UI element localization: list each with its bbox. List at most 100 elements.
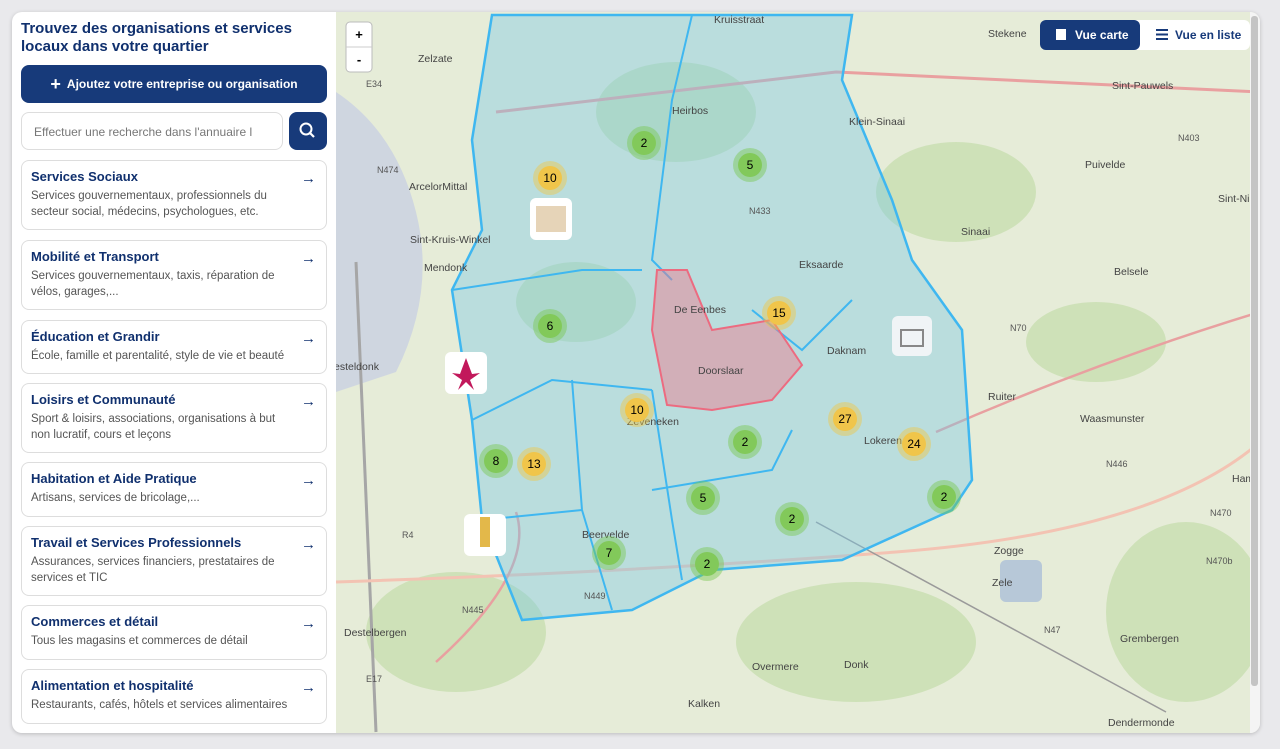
place-label: Puivelde	[1085, 159, 1125, 171]
cluster[interactable]: 10	[533, 161, 567, 195]
view-toggle: Vue carte Vue en liste	[1040, 20, 1250, 50]
place-label: Doorslaar	[698, 365, 744, 377]
cluster[interactable]: 10	[620, 393, 654, 427]
place-label: E34	[366, 79, 382, 89]
category-card[interactable]: Éducation et Grandir École, famille et pa…	[21, 320, 327, 374]
cluster-count: 2	[742, 435, 749, 449]
cluster[interactable]: 2	[627, 126, 661, 160]
category-description: Tous les magasins et commerces de détail	[31, 635, 248, 647]
place-label: R4	[402, 530, 414, 540]
place-label: Zele	[992, 577, 1013, 589]
map[interactable]: Stekene Zelzate Kruisstraat Sint-Pauwels Hei…	[336, 12, 1260, 733]
place-label: esteldonk	[336, 361, 380, 373]
place-label: E17	[366, 674, 382, 684]
place-label: Belsele	[1114, 266, 1149, 278]
cluster-marker	[522, 452, 546, 476]
cluster-count: 6	[547, 319, 554, 333]
place-label: Sint-Pauwels	[1112, 80, 1173, 92]
cluster[interactable]: 5	[686, 481, 720, 515]
category-title: Loisirs et Communauté	[31, 392, 176, 407]
cluster[interactable]: 2	[728, 425, 762, 459]
place-label: Dendermonde	[1108, 717, 1175, 729]
cluster[interactable]: 7	[592, 536, 626, 570]
category-title: Services Sociaux	[31, 169, 138, 184]
place-label: Zelzate	[418, 53, 453, 65]
place-label: Sint-Ni	[1218, 193, 1250, 205]
arrow-icon: →	[301, 330, 316, 347]
category-description: Services gouvernementaux, taxis, réparat…	[31, 270, 275, 298]
cluster-count: 10	[630, 403, 644, 417]
category-card[interactable]: Mobilité et Transport Services gouverneme…	[21, 240, 327, 310]
cluster-marker	[833, 407, 857, 431]
place-label: Heirbos	[672, 105, 708, 117]
title: Trouvez des organisations et services lo…	[21, 20, 292, 55]
cluster[interactable]: 8	[479, 444, 513, 478]
map-view-button[interactable]: Vue carte	[1075, 28, 1129, 42]
cluster[interactable]: 2	[775, 502, 809, 536]
arrow-icon: →	[301, 170, 316, 187]
arrow-icon: →	[301, 536, 316, 553]
place-label: Waasmunster	[1080, 413, 1145, 425]
cluster[interactable]: 2	[927, 480, 961, 514]
place-label: Klein-Sinaai	[849, 116, 905, 128]
search-input[interactable]: Effectuer une recherche dans l'annuaire …	[21, 112, 283, 150]
cluster[interactable]: 24	[897, 427, 931, 461]
place-label: Ruiter	[988, 391, 1017, 403]
cluster-marker	[780, 507, 804, 531]
list-view-button[interactable]: Vue en liste	[1175, 28, 1242, 42]
cluster-count: 5	[700, 491, 707, 505]
cluster[interactable]: 13	[517, 447, 551, 481]
place-label: N470b	[1206, 556, 1233, 566]
place-label: Daknam	[827, 345, 866, 357]
place-label: N70	[1010, 323, 1027, 333]
place-label: Beervelde	[582, 529, 629, 541]
zoom-control: + -	[345, 21, 373, 73]
place-label: Destelbergen	[344, 627, 407, 639]
category-card[interactable]: Alimentation et hospitalité Restaurants, …	[21, 669, 327, 724]
category-description: École, famille et parentalité, style de …	[31, 350, 285, 362]
cluster-count: 2	[941, 490, 948, 504]
category-description: Sport & loisirs, associations, organisat…	[31, 413, 276, 441]
place-label: N403	[1178, 133, 1200, 143]
place-label: Overmere	[752, 661, 799, 673]
category-title: Travail et Services Professionnels	[31, 535, 242, 550]
place-label: Eksaarde	[799, 259, 844, 271]
category-card[interactable]: Loisirs et Communauté Sport & loisirs, as…	[21, 383, 327, 453]
category-card[interactable]: Travail et Services Professionnels Assura…	[21, 526, 327, 596]
category-title: Mobilité et Transport	[31, 249, 159, 264]
cluster-marker	[733, 430, 757, 454]
place-label: Kalken	[688, 698, 720, 710]
arrow-icon: →	[301, 472, 316, 489]
cluster-marker	[932, 485, 956, 509]
search-button[interactable]	[289, 112, 327, 150]
category-title: Alimentation et hospitalité	[31, 678, 194, 693]
add-label: Ajoutez votre entreprise ou organisation	[66, 77, 298, 91]
place-label: Sint-Kruis-Winkel	[410, 234, 491, 246]
place-label: Sinaai	[961, 226, 990, 238]
place-label: N433	[749, 206, 771, 216]
category-card[interactable]: Commerces et détail Tous les magasins et …	[21, 605, 327, 660]
cluster[interactable]: 2	[690, 547, 724, 581]
cluster-count: 13	[527, 457, 541, 471]
cluster[interactable]: 6	[533, 309, 567, 343]
cluster-marker	[695, 552, 719, 576]
cluster[interactable]: 5	[733, 148, 767, 182]
zoom-out[interactable]: -	[357, 52, 361, 67]
arrow-icon: →	[301, 393, 316, 410]
cluster[interactable]: 27	[828, 402, 862, 436]
category-card[interactable]: Habitation et Aide Pratique Artisans, ser…	[21, 462, 327, 517]
arrow-icon: →	[301, 250, 316, 267]
place-label: Zogge	[994, 545, 1024, 557]
place-label: Mendonk	[424, 262, 468, 274]
place-label: N470	[1210, 508, 1232, 518]
cluster-count: 2	[789, 512, 796, 526]
category-card[interactable]: Services Sociaux Services gouvernementaux…	[21, 160, 327, 230]
cluster-count: 2	[641, 136, 648, 150]
place-label: Donk	[844, 659, 869, 671]
add-button[interactable]: + Ajoutez votre entreprise ou organisatio…	[21, 65, 327, 103]
cluster-marker	[767, 301, 791, 325]
cluster-marker	[597, 541, 621, 565]
zoom-in[interactable]: +	[355, 27, 363, 42]
cluster-count: 5	[747, 158, 754, 172]
cluster[interactable]: 15	[762, 296, 796, 330]
